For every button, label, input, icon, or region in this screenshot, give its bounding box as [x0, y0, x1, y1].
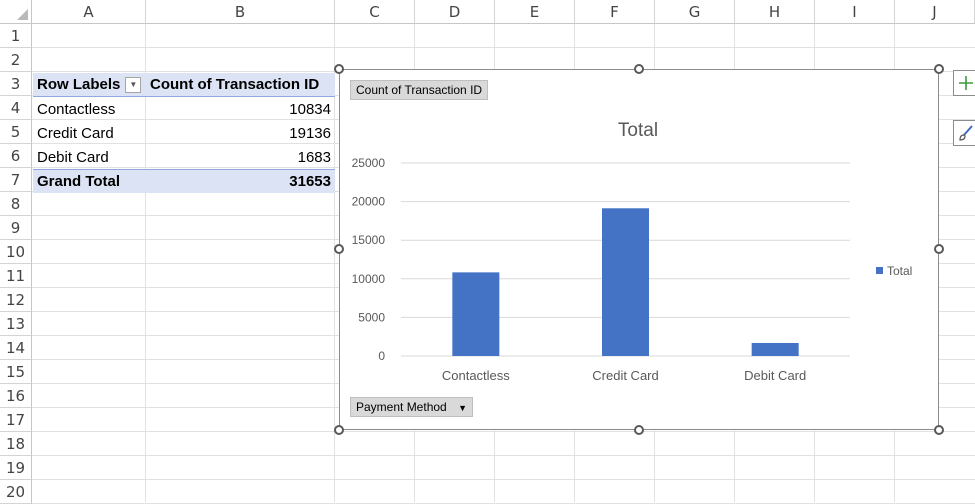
resize-handle-bottom-right[interactable]: [934, 425, 944, 435]
brush-icon: [959, 125, 973, 141]
row-header-5[interactable]: 5: [0, 120, 32, 144]
axis-field-button-label: Payment Method: [356, 400, 447, 414]
pivot-row-value[interactable]: 10834: [289, 100, 331, 118]
row-header-16[interactable]: 16: [0, 384, 32, 408]
x-tick-label: Contactless: [442, 368, 510, 383]
row-header-11[interactable]: 11: [0, 264, 32, 288]
pivot-chart[interactable]: Count of Transaction ID Payment Method ▼…: [339, 69, 939, 430]
resize-handle-top-left[interactable]: [334, 64, 344, 74]
row-header-15[interactable]: 15: [0, 360, 32, 384]
plus-icon: [959, 76, 973, 90]
chart-styles-button[interactable]: [953, 120, 975, 146]
chart-elements-button[interactable]: [953, 70, 975, 96]
y-tick-label: 15000: [352, 233, 386, 247]
row-header-13[interactable]: 13: [0, 312, 32, 336]
column-header-F[interactable]: F: [575, 0, 655, 24]
row-header-20[interactable]: 20: [0, 480, 32, 504]
column-header-C[interactable]: C: [335, 0, 415, 24]
pivot-row-label[interactable]: Contactless: [37, 100, 116, 118]
column-header-D[interactable]: D: [415, 0, 495, 24]
y-tick-label: 25000: [352, 156, 386, 170]
row-gridline: [32, 47, 975, 48]
value-field-button[interactable]: Count of Transaction ID: [350, 80, 489, 100]
resize-handle-top[interactable]: [634, 64, 644, 74]
column-header-H[interactable]: H: [735, 0, 815, 24]
pivot-value-header-text: Count of Transaction ID: [150, 76, 320, 93]
row-gridline: [32, 455, 975, 456]
resize-handle-top-right[interactable]: [934, 64, 944, 74]
pivot-row-value[interactable]: 19136: [289, 124, 331, 142]
pivot-grand-total-value[interactable]: 31653: [146, 169, 335, 193]
row-header-3[interactable]: 3: [0, 72, 32, 96]
legend-label: Total: [887, 264, 912, 278]
column-header-I[interactable]: I: [815, 0, 895, 24]
pivot-row-labels-text: Row Labels: [37, 76, 121, 93]
y-tick-label: 20000: [352, 195, 386, 209]
row-header-14[interactable]: 14: [0, 336, 32, 360]
x-tick-label: Debit Card: [744, 368, 806, 383]
row-gridline: [32, 431, 975, 432]
resize-handle-bottom[interactable]: [634, 425, 644, 435]
dropdown-arrow-icon: ▼: [458, 403, 467, 413]
pivot-value-header[interactable]: Count of Transaction ID: [146, 73, 335, 97]
row-header-18[interactable]: 18: [0, 432, 32, 456]
column-gridline: [145, 24, 146, 502]
resize-handle-bottom-left[interactable]: [334, 425, 344, 435]
chart-plot: Total 0 5000 10000 15000 20000 25000 Contactles…: [352, 120, 913, 383]
select-all-icon: [17, 9, 28, 20]
legend-swatch: [876, 267, 883, 274]
row-gridline: [32, 479, 975, 480]
pivot-row-value[interactable]: 1683: [297, 148, 331, 166]
column-header-A[interactable]: A: [32, 0, 146, 24]
bar-contactless: [452, 272, 500, 356]
pivot-row-label[interactable]: Debit Card: [37, 148, 109, 166]
axis-field-button[interactable]: Payment Method ▼: [350, 397, 473, 417]
row-header-2[interactable]: 2: [0, 48, 32, 72]
resize-handle-left[interactable]: [334, 244, 344, 254]
column-header-J[interactable]: J: [895, 0, 975, 24]
column-header-E[interactable]: E: [495, 0, 575, 24]
bar-credit-card: [602, 208, 649, 356]
row-header-6[interactable]: 6: [0, 144, 32, 168]
resize-handle-right[interactable]: [934, 244, 944, 254]
chart-title: Total: [618, 120, 658, 141]
row-header-19[interactable]: 19: [0, 456, 32, 480]
x-tick-label: Credit Card: [592, 368, 658, 383]
row-header-10[interactable]: 10: [0, 240, 32, 264]
row-header-12[interactable]: 12: [0, 288, 32, 312]
column-header-G[interactable]: G: [655, 0, 735, 24]
bar-debit-card: [751, 343, 799, 356]
select-all-corner[interactable]: [0, 0, 32, 24]
row-header-17[interactable]: 17: [0, 408, 32, 432]
row-header-4[interactable]: 4: [0, 96, 32, 120]
row-header-8[interactable]: 8: [0, 192, 32, 216]
row-header-1[interactable]: 1: [0, 24, 32, 48]
y-tick-label: 0: [378, 349, 385, 363]
pivot-grand-total-label[interactable]: Grand Total: [33, 169, 146, 193]
y-tick-label: 10000: [352, 272, 386, 286]
row-header-9[interactable]: 9: [0, 216, 32, 240]
pivot-row-labels-header[interactable]: Row Labels ▼: [33, 73, 146, 97]
filter-dropdown-icon[interactable]: ▼: [125, 76, 142, 93]
row-header-7[interactable]: 7: [0, 168, 32, 192]
pivot-row-label[interactable]: Credit Card: [37, 124, 114, 142]
column-header-B[interactable]: B: [146, 0, 335, 24]
y-tick-label: 5000: [358, 310, 385, 324]
column-gridline: [334, 24, 335, 502]
